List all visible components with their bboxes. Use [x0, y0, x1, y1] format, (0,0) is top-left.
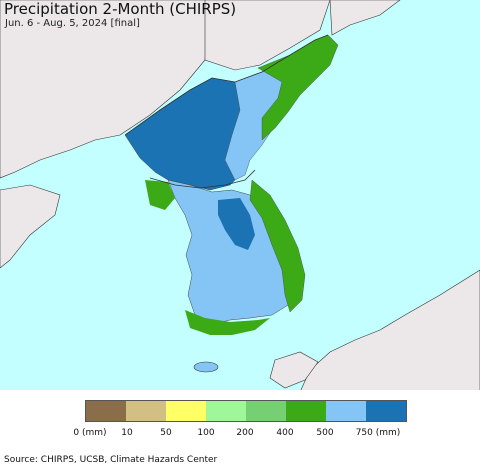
south-korea-green-northwest: [145, 180, 175, 210]
legend-tick-50: 50: [160, 428, 172, 438]
legend-tick-0: 0 (mm): [73, 428, 107, 438]
legend-swatch-400: [286, 401, 326, 421]
shandong-peninsula: [0, 184, 61, 269]
legend-swatch-0: [86, 401, 126, 421]
legend-tick-500: 500: [316, 428, 334, 438]
south-korea-heavy-rain: [218, 198, 255, 250]
legend-colorbar: [85, 400, 407, 422]
legend-tick-10: 10: [121, 428, 133, 438]
map-subtitle: Jun. 6 - Aug. 5, 2024 [final]: [5, 18, 140, 29]
legend-tick-750: 750 (mm): [355, 428, 401, 438]
south-korea-light-blue: [167, 179, 291, 326]
jeju-island: [193, 361, 219, 373]
japan-island-kyushu: [269, 351, 319, 389]
map-title: Precipitation 2-Month (CHIRPS): [4, 0, 237, 18]
china-landmass-north: [204, 0, 331, 71]
legend-swatch-200: [246, 401, 286, 421]
legend-swatch-500: [326, 401, 366, 421]
legend-tick-100: 100: [197, 428, 215, 438]
nk-sk-border: [149, 169, 256, 189]
south-korea-green-east: [249, 179, 306, 313]
legend-tick-200: 200: [236, 428, 254, 438]
legend-swatch-50: [166, 401, 206, 421]
source-credit: Source: CHIRPS, UCSB, Climate Hazards Ce…: [4, 455, 218, 465]
legend-swatch-10: [126, 401, 166, 421]
legend-swatch-100: [206, 401, 246, 421]
nk-china-border: [124, 34, 329, 136]
legend-tick-400: 400: [276, 428, 294, 438]
legend-swatch-750: [366, 401, 406, 421]
south-korea-green-southwest: [185, 310, 270, 335]
russia-landmass: [329, 0, 401, 36]
